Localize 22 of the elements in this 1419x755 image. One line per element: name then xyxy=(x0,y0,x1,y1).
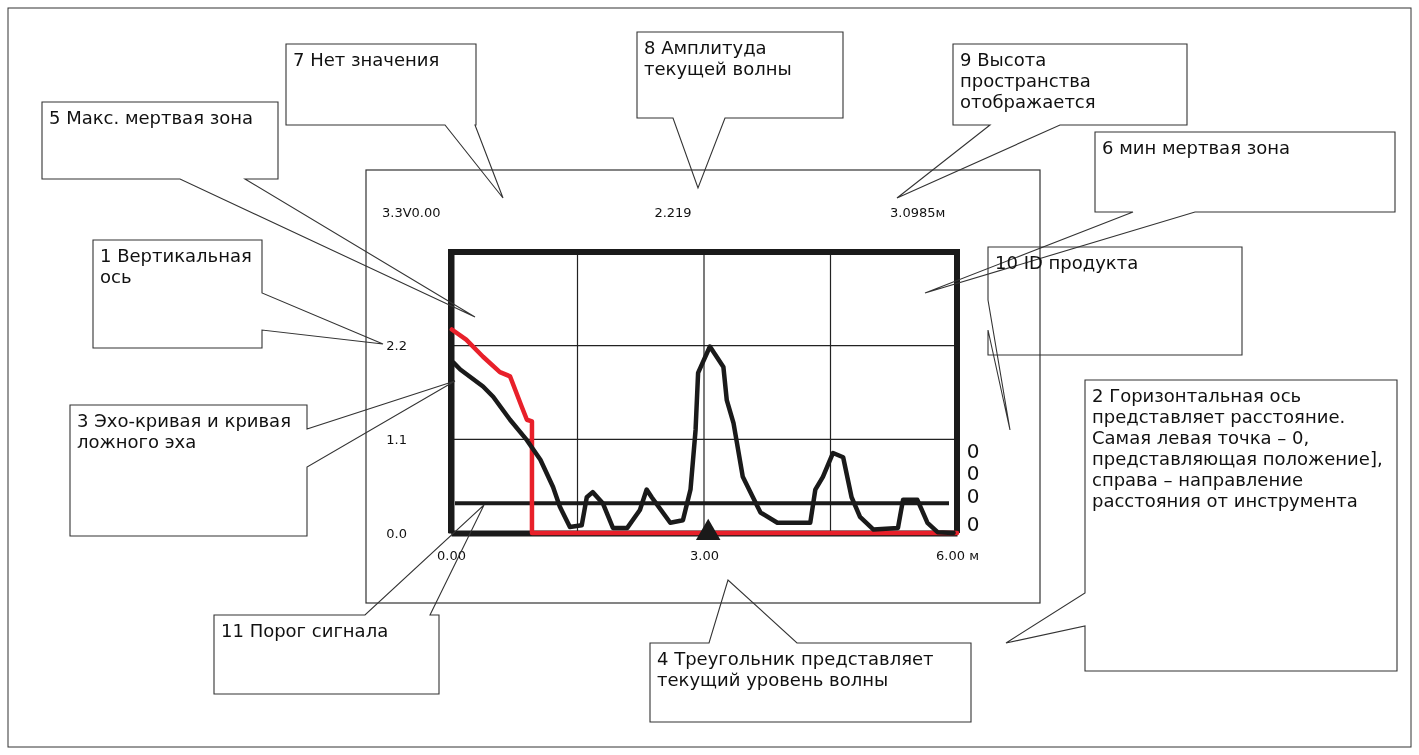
text: 3.0985м xyxy=(890,205,946,220)
text: 5 Макс. мертвая зона xyxy=(49,107,254,128)
text: 7 Нет значения xyxy=(293,49,440,70)
y-tick-label: 2.2 xyxy=(386,338,407,354)
text: 11 Порог сигнала xyxy=(221,620,389,641)
text: 2.219 xyxy=(654,205,692,220)
text: 2 Горизонтальная ось представляет расстояние. Самая левая точка – 0, представляющая положение], справа – направление расстояния от инструмента xyxy=(1092,385,1383,511)
text: 4 Треугольник представляет текущий уровень волны xyxy=(657,648,934,690)
x-tick-label: 6.00 м xyxy=(936,548,979,564)
text: 0 xyxy=(966,512,980,536)
y-tick-label: 0.0 xyxy=(386,525,407,541)
text: 8 Амплитуда текущей волны xyxy=(644,37,792,79)
text: 0 xyxy=(966,439,980,463)
text: 3 Эхо-кривая и кривая ложного эха xyxy=(77,410,291,452)
text: 1 Вертикальная ось xyxy=(100,245,252,287)
x-tick-label: 3.00 xyxy=(690,548,719,564)
text: 0 xyxy=(966,484,980,508)
text: 0 xyxy=(966,461,980,485)
text: 9 Высота пространства отображается xyxy=(960,49,1096,112)
y-tick-label: 1.1 xyxy=(386,431,407,447)
text: 3.3V0.00 xyxy=(382,205,441,220)
text: 6 мин мертвая зона xyxy=(1102,137,1291,158)
